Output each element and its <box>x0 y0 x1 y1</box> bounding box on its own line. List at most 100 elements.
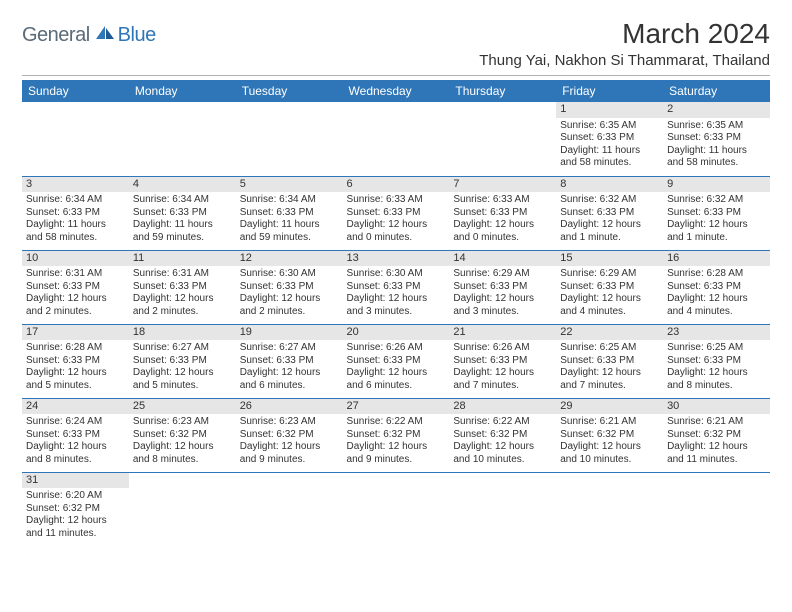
daylight-line1: Daylight: 12 hours <box>347 367 446 380</box>
day-detail: Sunrise: 6:34 AMSunset: 6:33 PMDaylight:… <box>129 192 236 247</box>
logo-text-blue: Blue <box>118 24 156 47</box>
sunrise-text: Sunrise: 6:24 AM <box>26 416 125 429</box>
daylight-line1: Daylight: 11 hours <box>26 219 125 232</box>
sunrise-text: Sunrise: 6:35 AM <box>560 120 659 133</box>
sunrise-text: Sunrise: 6:22 AM <box>347 416 446 429</box>
day-number: 7 <box>449 177 556 193</box>
sunrise-text: Sunrise: 6:26 AM <box>347 342 446 355</box>
sunrise-text: Sunrise: 6:31 AM <box>133 268 232 281</box>
calendar-cell: 21Sunrise: 6:26 AMSunset: 6:33 PMDayligh… <box>449 324 556 398</box>
day-number: 27 <box>343 399 450 415</box>
sail-icon <box>94 24 116 47</box>
day-detail: Sunrise: 6:30 AMSunset: 6:33 PMDaylight:… <box>236 266 343 321</box>
sunset-text: Sunset: 6:33 PM <box>347 355 446 368</box>
daylight-line1: Daylight: 12 hours <box>667 293 766 306</box>
day-detail: Sunrise: 6:21 AMSunset: 6:32 PMDaylight:… <box>663 414 770 469</box>
day-detail: Sunrise: 6:33 AMSunset: 6:33 PMDaylight:… <box>343 192 450 247</box>
day-detail: Sunrise: 6:26 AMSunset: 6:33 PMDaylight:… <box>449 340 556 395</box>
daylight-line1: Daylight: 12 hours <box>133 367 232 380</box>
sunset-text: Sunset: 6:33 PM <box>26 207 125 220</box>
calendar-cell: 16Sunrise: 6:28 AMSunset: 6:33 PMDayligh… <box>663 250 770 324</box>
day-detail: Sunrise: 6:33 AMSunset: 6:33 PMDaylight:… <box>449 192 556 247</box>
day-detail: Sunrise: 6:24 AMSunset: 6:33 PMDaylight:… <box>22 414 129 469</box>
sunrise-text: Sunrise: 6:34 AM <box>26 194 125 207</box>
day-detail: Sunrise: 6:25 AMSunset: 6:33 PMDaylight:… <box>663 340 770 395</box>
day-number: 6 <box>343 177 450 193</box>
calendar-cell <box>343 102 450 176</box>
day-number-empty <box>129 473 236 489</box>
sunset-text: Sunset: 6:32 PM <box>560 429 659 442</box>
logo: General Blue <box>22 18 156 47</box>
sunrise-text: Sunrise: 6:33 AM <box>453 194 552 207</box>
daylight-line1: Daylight: 12 hours <box>26 441 125 454</box>
day-detail: Sunrise: 6:30 AMSunset: 6:33 PMDaylight:… <box>343 266 450 321</box>
day-number-empty <box>449 473 556 489</box>
day-detail: Sunrise: 6:29 AMSunset: 6:33 PMDaylight:… <box>449 266 556 321</box>
daylight-line2: and 58 minutes. <box>560 157 659 170</box>
calendar-week: 31Sunrise: 6:20 AMSunset: 6:32 PMDayligh… <box>22 472 770 546</box>
day-number: 3 <box>22 177 129 193</box>
day-number-empty <box>663 473 770 489</box>
sunset-text: Sunset: 6:33 PM <box>240 207 339 220</box>
daylight-line2: and 58 minutes. <box>667 157 766 170</box>
sunset-text: Sunset: 6:33 PM <box>133 355 232 368</box>
daylight-line1: Daylight: 12 hours <box>453 367 552 380</box>
sunrise-text: Sunrise: 6:33 AM <box>347 194 446 207</box>
sunset-text: Sunset: 6:33 PM <box>453 355 552 368</box>
title-block: March 2024 Thung Yai, Nakhon Si Thammara… <box>479 18 770 69</box>
daylight-line2: and 4 minutes. <box>667 306 766 319</box>
sunrise-text: Sunrise: 6:21 AM <box>560 416 659 429</box>
day-number: 12 <box>236 251 343 267</box>
calendar-cell: 15Sunrise: 6:29 AMSunset: 6:33 PMDayligh… <box>556 250 663 324</box>
daylight-line2: and 2 minutes. <box>240 306 339 319</box>
sunset-text: Sunset: 6:33 PM <box>133 281 232 294</box>
daylight-line2: and 5 minutes. <box>26 380 125 393</box>
calendar-cell: 1Sunrise: 6:35 AMSunset: 6:33 PMDaylight… <box>556 102 663 176</box>
day-detail: Sunrise: 6:21 AMSunset: 6:32 PMDaylight:… <box>556 414 663 469</box>
day-detail: Sunrise: 6:31 AMSunset: 6:33 PMDaylight:… <box>129 266 236 321</box>
calendar-cell: 22Sunrise: 6:25 AMSunset: 6:33 PMDayligh… <box>556 324 663 398</box>
sunset-text: Sunset: 6:33 PM <box>667 355 766 368</box>
calendar-cell: 2Sunrise: 6:35 AMSunset: 6:33 PMDaylight… <box>663 102 770 176</box>
daylight-line2: and 2 minutes. <box>26 306 125 319</box>
calendar-cell: 29Sunrise: 6:21 AMSunset: 6:32 PMDayligh… <box>556 398 663 472</box>
daylight-line2: and 11 minutes. <box>26 528 125 541</box>
daylight-line1: Daylight: 12 hours <box>240 293 339 306</box>
calendar-cell: 6Sunrise: 6:33 AMSunset: 6:33 PMDaylight… <box>343 176 450 250</box>
calendar-week: 17Sunrise: 6:28 AMSunset: 6:33 PMDayligh… <box>22 324 770 398</box>
calendar-cell <box>449 102 556 176</box>
daylight-line2: and 7 minutes. <box>453 380 552 393</box>
daylight-line1: Daylight: 12 hours <box>667 219 766 232</box>
day-number: 21 <box>449 325 556 341</box>
sunset-text: Sunset: 6:33 PM <box>26 281 125 294</box>
daylight-line1: Daylight: 12 hours <box>347 293 446 306</box>
day-number: 29 <box>556 399 663 415</box>
daylight-line2: and 10 minutes. <box>453 454 552 467</box>
location-text: Thung Yai, Nakhon Si Thammarat, Thailand <box>479 52 770 69</box>
calendar-cell <box>236 102 343 176</box>
daylight-line1: Daylight: 11 hours <box>667 145 766 158</box>
sunrise-text: Sunrise: 6:22 AM <box>453 416 552 429</box>
day-number: 2 <box>663 102 770 118</box>
calendar-cell: 17Sunrise: 6:28 AMSunset: 6:33 PMDayligh… <box>22 324 129 398</box>
day-number: 9 <box>663 177 770 193</box>
day-number-empty <box>343 102 450 118</box>
day-number: 25 <box>129 399 236 415</box>
sunset-text: Sunset: 6:33 PM <box>240 355 339 368</box>
daylight-line1: Daylight: 12 hours <box>560 293 659 306</box>
calendar-cell: 31Sunrise: 6:20 AMSunset: 6:32 PMDayligh… <box>22 472 129 546</box>
sunset-text: Sunset: 6:33 PM <box>667 281 766 294</box>
sunset-text: Sunset: 6:32 PM <box>667 429 766 442</box>
sunset-text: Sunset: 6:33 PM <box>26 429 125 442</box>
calendar-cell: 3Sunrise: 6:34 AMSunset: 6:33 PMDaylight… <box>22 176 129 250</box>
calendar-cell: 9Sunrise: 6:32 AMSunset: 6:33 PMDaylight… <box>663 176 770 250</box>
sunset-text: Sunset: 6:33 PM <box>240 281 339 294</box>
calendar-cell <box>129 472 236 546</box>
day-detail: Sunrise: 6:27 AMSunset: 6:33 PMDaylight:… <box>236 340 343 395</box>
day-header: Friday <box>556 80 663 102</box>
sunrise-text: Sunrise: 6:21 AM <box>667 416 766 429</box>
calendar-cell: 5Sunrise: 6:34 AMSunset: 6:33 PMDaylight… <box>236 176 343 250</box>
sunset-text: Sunset: 6:32 PM <box>347 429 446 442</box>
daylight-line2: and 5 minutes. <box>133 380 232 393</box>
day-detail: Sunrise: 6:22 AMSunset: 6:32 PMDaylight:… <box>449 414 556 469</box>
